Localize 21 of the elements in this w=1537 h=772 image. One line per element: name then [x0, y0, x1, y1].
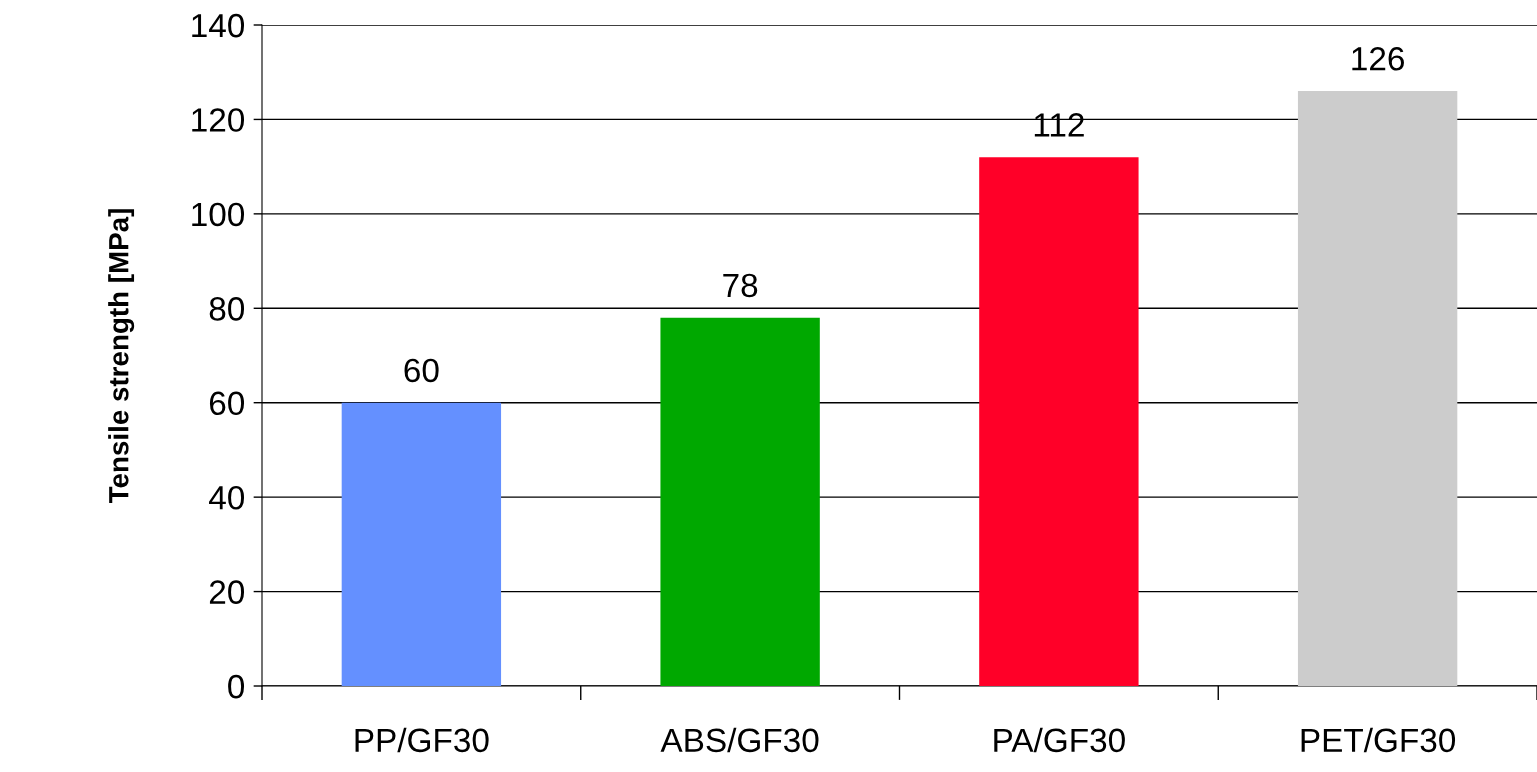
- y-tick-label: 100: [192, 202, 245, 227]
- bar: [660, 317, 820, 686]
- y-tick-label: 20: [209, 580, 245, 604]
- x-tick-label: PA/GF30: [994, 727, 1125, 753]
- bar: [979, 157, 1139, 686]
- data-label: 112: [1034, 113, 1084, 137]
- y-tick-label: 0: [228, 674, 245, 699]
- y-axis-title: Tensile strength [MPa]: [108, 209, 135, 504]
- y-tick-label: 80: [209, 297, 245, 321]
- y-tick-label: 140: [192, 13, 245, 38]
- y-tick-label: 40: [209, 485, 245, 510]
- x-tick-label: PP/GF30: [355, 727, 489, 753]
- data-label: 60: [404, 358, 439, 383]
- x-tick-label: PET/GF30: [1301, 727, 1456, 753]
- bar: [341, 402, 502, 686]
- data-label: 126: [1352, 47, 1404, 71]
- y-tick-label: 120: [192, 108, 245, 132]
- x-tick-label: ABS/GF30: [660, 727, 819, 753]
- y-tick-label: 60: [209, 391, 245, 416]
- data-label: 78: [723, 273, 758, 298]
- bar: [1297, 91, 1458, 686]
